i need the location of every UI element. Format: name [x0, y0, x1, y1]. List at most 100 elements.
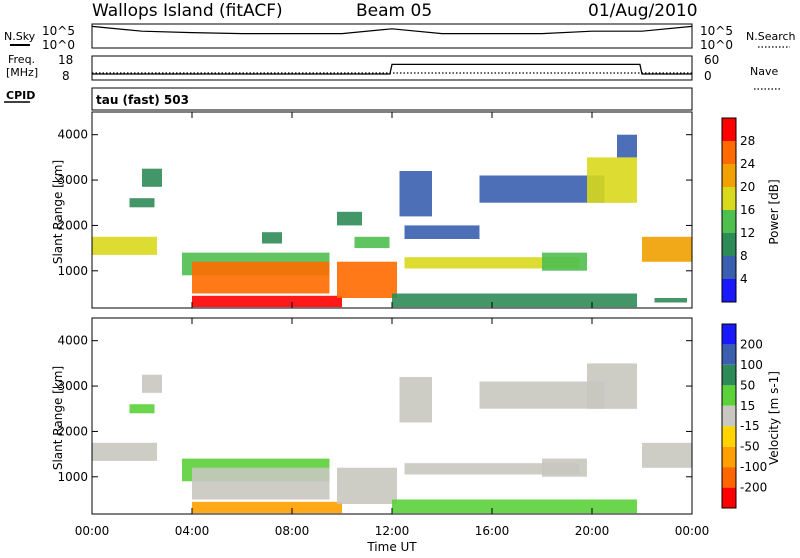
colorbar-tick-label: 15: [740, 399, 755, 413]
nsearch-tick-top: 10^5: [700, 24, 733, 38]
heatmap-cell-11: [399, 171, 432, 217]
x-tick-label: 12:00: [375, 524, 410, 538]
colorbar-tick-label: 50: [740, 378, 755, 392]
y-tick-label: 1000: [57, 470, 88, 484]
colorbar-segment: [722, 467, 736, 488]
y-tick-label: 4000: [57, 334, 88, 348]
heatmap-cell-5: [192, 295, 342, 308]
colorbar-segment: [722, 487, 736, 508]
colorbar-segment: [722, 426, 736, 447]
x-axis-label: Time UT: [366, 540, 417, 554]
freq-label: Freq.: [8, 53, 35, 66]
nsky-series-line: [91, 25, 693, 35]
heatmap-cell-7: [337, 261, 397, 298]
nave-tick-top: 60: [704, 53, 719, 67]
nsky-label: N.Sky: [4, 30, 36, 43]
x-tick-label: 00:00: [675, 524, 710, 538]
heatmap-cell-13: [642, 442, 692, 468]
velocity-colorbar-label: Velocity [m s-1]: [767, 371, 781, 465]
colorbar-segment: [722, 446, 736, 468]
y-tick-label: 2000: [57, 424, 88, 438]
colorbar-tick-label: 4: [740, 272, 748, 286]
x-tick-label: 20:00: [575, 524, 610, 538]
power-y-axis-label: Slant Range [km]: [51, 160, 65, 264]
heatmap-cell-2: [142, 168, 162, 187]
nsky-tick-bottom: 10^0: [42, 38, 75, 52]
x-tick-label: 00:00: [75, 524, 110, 538]
heatmap-cell-19: [654, 298, 687, 303]
colorbar-tick-label: 16: [740, 203, 755, 217]
colorbar-segment: [722, 141, 736, 164]
y-tick-label: 4000: [57, 128, 88, 142]
colorbar-tick-label: 200: [740, 337, 763, 351]
heatmap-cell-9: [404, 463, 580, 475]
colorbar-tick-label: -15: [740, 419, 760, 433]
heatmap-cell-10: [479, 381, 605, 409]
colorbar-segment: [722, 344, 736, 365]
heatmap-cell-0: [92, 442, 157, 461]
date-title: 01/Aug/2010: [588, 1, 698, 21]
colorbar-segment: [722, 405, 736, 427]
nsearch-label: N.Search: [746, 30, 796, 43]
colorbar-tick-label: 20: [740, 180, 755, 194]
nsearch-tick-bottom: 10^0: [700, 38, 733, 52]
heatmap-cell-6: [337, 467, 397, 504]
nave-label: Nave: [750, 65, 778, 78]
x-tick-label: 16:00: [475, 524, 510, 538]
freq-series-line: [92, 63, 692, 75]
heatmap-cell-15: [542, 252, 587, 271]
colorbar-segment: [722, 324, 736, 345]
heatmap-cell-14: [479, 175, 605, 203]
heatmap-cell-16: [587, 157, 637, 203]
time-x-axis: 00:00 04:00 08:00 12:00 16:00 20:00 00:00: [75, 112, 710, 538]
y-tick-label: 2000: [57, 218, 88, 232]
colorbar-segment: [722, 233, 736, 256]
colorbar-tick-label: -200: [740, 481, 767, 495]
heatmap-cell-9: [354, 236, 390, 249]
colorbar-tick-label: 24: [740, 157, 755, 171]
y-tick-label: 3000: [57, 379, 88, 393]
power-colorbar: 4 8 12 16 20 24 28: [721, 117, 755, 303]
heatmap-cell-12: [587, 363, 637, 409]
heatmap-cell-11: [542, 458, 587, 477]
colorbar-tick-label: -50: [740, 440, 760, 454]
colorbar-segment: [722, 187, 736, 210]
heatmap-cell-4: [192, 467, 330, 500]
cpid-label: CPID: [6, 89, 35, 102]
heatmap-cell-12: [404, 225, 480, 239]
power-heatmap: [92, 134, 692, 308]
heatmap-cell-17: [617, 134, 637, 158]
colorbar-segment: [722, 385, 736, 406]
heatmap-cell-6: [262, 232, 282, 244]
x-tick-label: 08:00: [275, 524, 310, 538]
beam-title: Beam 05: [356, 1, 432, 21]
heatmap-cell-13: [404, 257, 580, 269]
cpid-frame: [91, 87, 693, 111]
heatmap-cell-8: [399, 377, 432, 423]
heatmap-cell-0: [92, 236, 157, 255]
power-y-axis: 1000 2000 3000 4000: [57, 128, 692, 278]
nsky-frame: [91, 23, 693, 49]
colorbar-segment: [722, 364, 736, 386]
heatmap-cell-1: [129, 404, 155, 414]
freq-frame: [91, 55, 693, 81]
nave-tick-bottom: 0: [704, 69, 712, 83]
freq-unit-label: [MHz]: [6, 66, 38, 79]
colorbar-frame: [721, 323, 737, 509]
y-tick-label: 3000: [57, 173, 88, 187]
colorbar-segment: [722, 118, 736, 141]
colorbar-frame: [721, 117, 737, 303]
heatmap-cell-18: [642, 236, 692, 262]
colorbar-segment: [722, 210, 736, 233]
power-colorbar-label: Power [dB]: [767, 179, 781, 244]
velocity-colorbar: 200 100 50 15 -15 -50 -100 -200: [721, 323, 767, 509]
x-tick-label: 04:00: [175, 524, 210, 538]
heatmap-cell-10: [392, 293, 637, 308]
freq-tick-top: 18: [58, 53, 73, 67]
colorbar-segment: [722, 279, 736, 302]
heatmap-cell-1: [129, 198, 155, 208]
cpid-value: tau (fast) 503: [96, 93, 189, 107]
velocity-y-axis-label: Slant Range [km]: [51, 366, 65, 470]
